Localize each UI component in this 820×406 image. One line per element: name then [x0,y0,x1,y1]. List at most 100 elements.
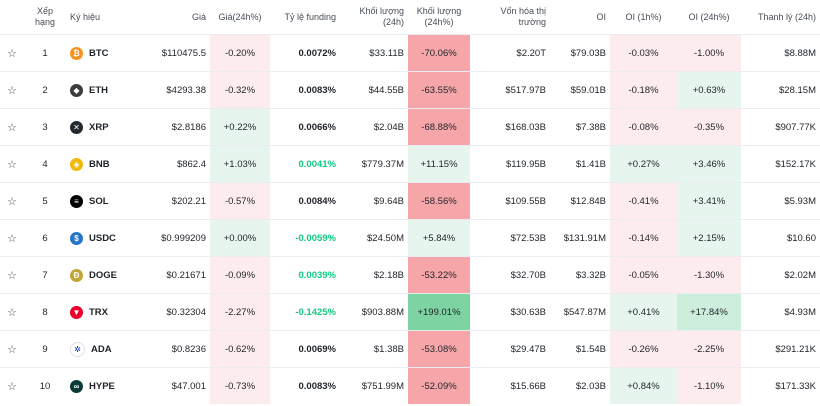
volume-column-header[interactable]: Khối lượng (24h) [340,0,408,35]
oi-1h-cell: -0.18% [610,71,677,109]
liquidation-column-header[interactable]: Thanh lý (24h) [741,0,820,35]
symbol-cell[interactable]: ▼ TRX [66,293,136,331]
oi-1h-cell: -0.03% [610,34,677,72]
rank-cell: 1 [24,34,66,72]
symbol-cell[interactable]: ◈ BNB [66,145,136,183]
price-change-column-header[interactable]: Giá(24h%) [210,0,270,35]
open-interest-cell: $7.38B [550,108,610,146]
price-cell: $2.8186 [136,108,210,146]
table-row[interactable]: ☆ 5 ≡ SOL $202.21 -0.57% 0.0084% $9.64B -58.56% $… [0,182,820,220]
table-row[interactable]: ☆ 10 ∞ HYPE $47.001 -0.73% 0.0083% $751.99M -52.… [0,367,820,405]
liquidation-cell: $907.77K [741,108,820,146]
volume-cell: $903.88M [340,293,408,331]
table-row[interactable]: ☆ 2 ◆ ETH $4293.38 -0.32% 0.0083% $44.55B -63.55… [0,71,820,109]
symbol-column-header[interactable]: Ký hiệu [66,0,136,35]
volume-cell: $1.38B [340,330,408,368]
oi-1h-column-header[interactable]: OI (1h%) [610,0,677,35]
table-row[interactable]: ☆ 9 ✲ ADA $0.8236 -0.62% 0.0069% $1.38B -53.08% $… [0,330,820,368]
price-cell: $110475.5 [136,34,210,72]
market-cap-cell: $2.20T [470,34,550,72]
price-change-cell: -0.09% [210,256,270,294]
rank-cell: 3 [24,108,66,146]
volume-change-cell: -68.88% [408,108,470,146]
symbol-cell[interactable]: ◆ ETH [66,71,136,109]
table-row[interactable]: ☆ 7 Ð DOGE $0.21671 -0.09% 0.0039% $2.18B -53.22… [0,256,820,294]
symbol-cell[interactable]: ₿ BTC [66,34,136,72]
market-cap-cell: $15.66B [510,380,546,392]
favorite-star-icon[interactable]: ☆ [0,293,24,331]
liquidation-cell: $5.93M [741,182,820,220]
table-row[interactable]: ☆ 1 ₿ BTC $110475.5 -0.20% 0.0072% $33.11B -70.0… [0,34,820,72]
table-row[interactable]: ☆ 8 ▼ TRX $0.32304 -2.27% -0.1425% $903.88M +199… [0,293,820,331]
symbol-label: ADA [91,343,112,355]
liquidation-cell: $171.33K [775,380,816,392]
price-column-header[interactable]: Giá [136,0,210,35]
open-interest-cell: $131.91M [550,219,610,257]
symbol-label: HYPE [89,380,115,392]
favorite-star-icon[interactable]: ☆ [0,256,24,294]
favorite-star-icon[interactable]: ☆ [7,380,17,393]
oi-24h-cell: +0.63% [677,71,741,109]
funding-rate-column-header[interactable]: Tỷ lệ funding [270,0,340,35]
oi-24h-cell: +2.15% [677,219,741,257]
favorite-star-icon[interactable]: ☆ [0,182,24,220]
market-cap-column-header[interactable]: Vốn hóa thị trường [470,0,550,35]
symbol-cell[interactable]: $ USDC [66,219,136,257]
price-change-cell: -0.73% [210,367,270,404]
market-cap-header-line2: trường [518,17,546,27]
volume-change-column-header[interactable]: Khối lượng (24h%) [408,0,470,35]
symbol-cell[interactable]: ≡ SOL [66,182,136,220]
table-row[interactable]: ☆ 6 $ USDC $0.999209 +0.00% -0.0059% $24.50M +5.… [0,219,820,257]
oi-24h-cell: +3.41% [677,182,741,220]
liquidation-cell: $2.02M [741,256,820,294]
market-cap-cell: $30.63B [470,293,550,331]
volume-cell: $33.11B [340,34,408,72]
symbol-cell[interactable]: ✲ ADA [66,330,136,368]
table-row[interactable]: ☆ 4 ◈ BNB $862.4 +1.03% 0.0041% $779.37M +11.15%… [0,145,820,183]
open-interest-cell: $3.32B [550,256,610,294]
symbol-label: SOL [89,195,109,207]
favorite-star-icon[interactable]: ☆ [0,219,24,257]
market-cap-cell: $72.53B [470,219,550,257]
oi-1h-cell: -0.08% [610,108,677,146]
liquidation-cell: $152.17K [741,145,820,183]
rank-cell: 8 [24,293,66,331]
favorite-star-icon[interactable]: ☆ [0,71,24,109]
oi-24h-cell: -1.10% [677,367,741,404]
funding-rate-cell: 0.0072% [270,34,340,72]
liquidation-cell: $10.60 [741,219,820,257]
favorite-star-icon[interactable]: ☆ [0,34,24,72]
price-cell: $0.8236 [136,330,210,368]
rank-cell: 6 [24,219,66,257]
favorite-star-icon[interactable]: ☆ [0,145,24,183]
volume-cell: $2.04B [340,108,408,146]
oi-24h-cell: -2.25% [677,330,741,368]
tron-icon: ▼ [70,305,83,319]
funding-rate-cell: 0.0066% [270,108,340,146]
volume-cell: $779.37M [340,145,408,183]
oi-24h-column-header[interactable]: OI (24h%) [677,0,741,35]
symbol-cell[interactable]: ✕ XRP [66,108,136,146]
rank-column-header[interactable]: Xếp hạng [24,0,66,35]
volume-cell: $751.99M [361,380,404,392]
symbol-label: TRX [89,306,108,318]
funding-rate-cell: -0.0059% [270,219,340,257]
open-interest-cell: $59.01B [550,71,610,109]
rank-cell: 4 [24,145,66,183]
star-column-header [0,0,24,35]
volume-change-cell: +199.01% [408,293,470,331]
price-cell: $202.21 [136,182,210,220]
table-row[interactable]: ☆ 3 ✕ XRP $2.8186 +0.22% 0.0066% $2.04B -68.88% $… [0,108,820,146]
favorite-star-icon[interactable]: ☆ [0,108,24,146]
symbol-cell[interactable]: ∞ HYPE [66,368,136,405]
oi-24h-cell: -0.35% [677,108,741,146]
open-interest-cell: $547.87M [550,293,610,331]
symbol-label: BTC [89,47,109,59]
solana-icon: ≡ [70,194,83,208]
rank-cell: 2 [24,71,66,109]
favorite-star-icon[interactable]: ☆ [0,330,24,368]
symbol-cell[interactable]: Ð DOGE [66,256,136,294]
open-interest-column-header[interactable]: OI [550,0,610,35]
dogecoin-icon: Ð [70,268,83,282]
xrp-icon: ✕ [70,120,83,134]
